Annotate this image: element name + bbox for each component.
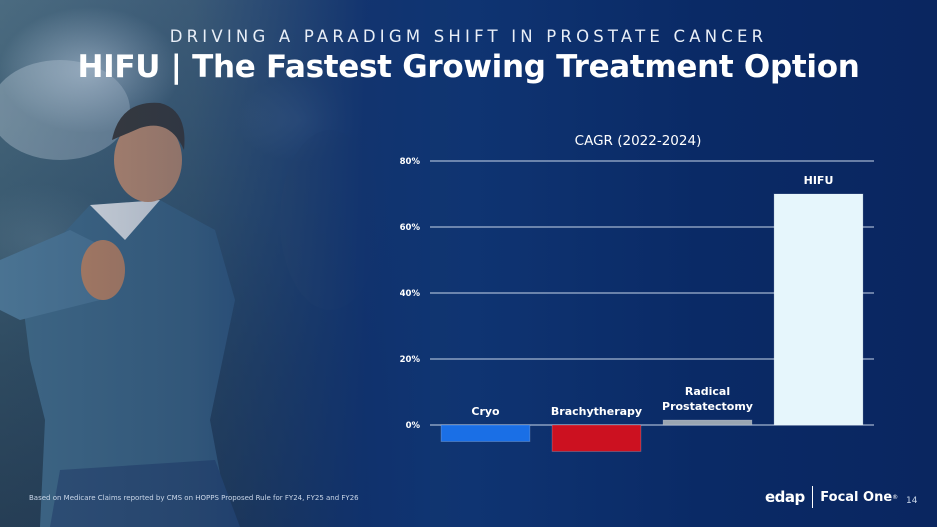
bar-radical-prostatectomy [662, 419, 753, 426]
category-label-cryo: Cryo [471, 405, 500, 418]
focal-one-logo-text: Focal One [820, 489, 893, 505]
footnote: Based on Medicare Claims reported by CMS… [29, 494, 359, 502]
slide-subtitle: DRIVING A PARADIGM SHIFT IN PROSTATE CAN… [169, 27, 768, 46]
bar-hifu [773, 193, 864, 426]
category-label-radical-prostatectomy: Prostatectomy [662, 400, 753, 413]
category-label-hifu: HIFU [804, 174, 834, 187]
y-tick-label: 40% [400, 289, 421, 299]
y-tick-label: 0% [406, 421, 421, 431]
page-number: 14 [906, 496, 918, 506]
edap-logo-text: edap [765, 488, 805, 506]
background-photo [0, 0, 430, 527]
bar-cryo [440, 424, 531, 442]
edap-focal-one-logo: edap Focal One ® [765, 486, 898, 508]
slide-title: HIFU | The Fastest Growing Treatment Opt… [77, 49, 860, 85]
bar-brachytherapy [551, 424, 642, 452]
category-label-radical-prostatectomy: Radical [685, 385, 730, 398]
y-tick-label: 60% [400, 223, 421, 233]
chart-title: CAGR (2022-2024) [574, 133, 702, 149]
y-tick-label: 80% [400, 157, 421, 167]
category-label-brachytherapy: Brachytherapy [551, 405, 642, 418]
y-tick-label: 20% [400, 355, 421, 365]
registered-mark: ® [892, 493, 899, 501]
logo-divider [811, 486, 814, 508]
